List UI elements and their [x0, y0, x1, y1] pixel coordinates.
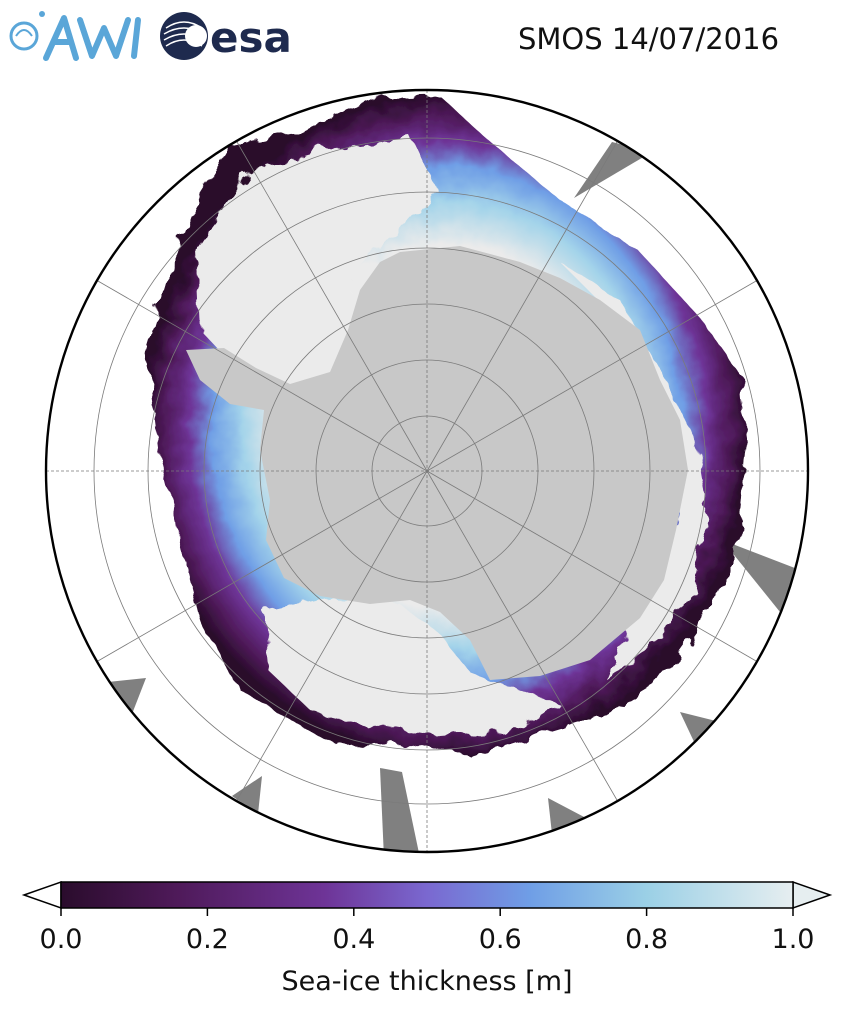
thick-ice-east [560, 262, 708, 680]
colorbar-label: Sea-ice thickness [m] [281, 966, 573, 997]
colorbar-ticks [60, 908, 794, 916]
map-boundary [44, 88, 810, 854]
thick-ice-ross [264, 598, 560, 736]
esa-logo: esa [160, 12, 292, 62]
colorbar-tick-label: 0.4 [332, 924, 376, 955]
colorbar-extend-min [21, 880, 62, 910]
awi-logo [9, 11, 141, 61]
colorbar-gradient [60, 881, 794, 909]
colorbar [21, 880, 833, 916]
graticule [46, 90, 808, 852]
colorbar-tick-label: 0.2 [185, 924, 229, 955]
colorbar-extend-max [792, 880, 833, 910]
thick-ice-weddell [196, 138, 436, 384]
antarctica [186, 246, 688, 680]
colorbar-tick-label: 0.0 [39, 924, 83, 955]
map-title: SMOS 14/07/2016 [518, 22, 780, 56]
colorbar-tick-label: 0.8 [625, 924, 669, 955]
colorbar-tick-label: 0.6 [478, 924, 522, 955]
svg-text:esa: esa [210, 13, 292, 62]
missing-data-wedges [108, 142, 800, 852]
colorbar-tick-label: 1.0 [771, 924, 815, 955]
polar-map [44, 88, 810, 854]
